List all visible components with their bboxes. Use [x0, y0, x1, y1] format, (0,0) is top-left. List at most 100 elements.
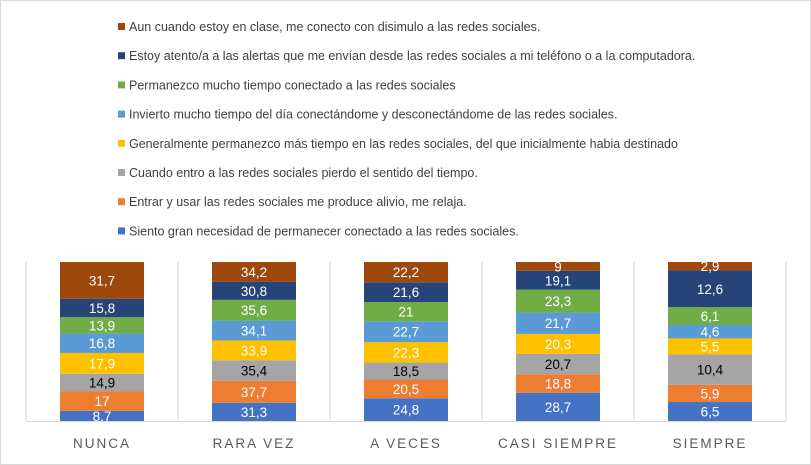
data-label: 35,4 — [241, 364, 268, 379]
data-label: 15,8 — [89, 301, 115, 316]
bar-segment — [516, 270, 600, 290]
legend-swatch — [118, 198, 125, 206]
bar-segment — [516, 353, 600, 375]
data-label: 31,3 — [241, 405, 267, 420]
bar-segment — [668, 262, 752, 271]
bar-segment — [364, 379, 448, 399]
gridlines — [25, 262, 787, 421]
legend-swatch — [118, 110, 125, 118]
data-label: 10,4 — [697, 363, 724, 378]
bar-segment — [60, 317, 144, 334]
data-label: 22,2 — [393, 265, 419, 280]
legend-label: Cuando entro a las redes sociales pierdo… — [129, 166, 478, 180]
legend-label: Generalmente permanezco más tiempo en la… — [129, 137, 678, 151]
x-tick-label: SIEMPRE — [673, 436, 748, 451]
bar-segment — [668, 270, 752, 308]
data-label: 14,9 — [89, 375, 115, 390]
data-label: 5,9 — [701, 386, 720, 401]
data-label: 21 — [398, 305, 413, 320]
legend: Aun cuando estoy en clase, me conecto co… — [118, 20, 695, 238]
legend-swatch — [118, 23, 125, 30]
data-label: 24,8 — [393, 403, 419, 418]
data-label: 13,9 — [89, 318, 115, 333]
legend-label: Permanezco mucho tiempo conectado a las … — [129, 78, 456, 92]
x-tick-label: CASI SIEMPRE — [498, 436, 618, 451]
legend-swatch — [118, 52, 125, 60]
legend-label: Aun cuando estoy en clase, me conecto co… — [129, 20, 540, 34]
bar-segment — [516, 262, 600, 271]
data-label: 20,7 — [545, 357, 571, 372]
legend-label: Invierto mucho tiempo del día conectándo… — [129, 108, 617, 122]
bar-segment — [364, 362, 448, 380]
bar-segment — [212, 380, 296, 403]
bar-segment — [364, 398, 448, 421]
bar-segment — [212, 262, 296, 282]
bar-segment — [60, 410, 144, 421]
data-label: 6,1 — [701, 309, 720, 324]
bar-segment — [60, 298, 144, 318]
bar-segment — [668, 307, 752, 326]
bar-segment — [364, 321, 448, 343]
x-tick-label: RARA VEZ — [213, 436, 296, 451]
x-tick-label: NUNCA — [73, 436, 131, 451]
x-tick-label: A VECES — [370, 436, 442, 451]
bar-segment — [60, 333, 144, 353]
data-label: 8,7 — [93, 409, 112, 424]
bar-segment — [212, 281, 296, 300]
bar-segment — [668, 384, 752, 403]
bar-segment — [668, 338, 752, 355]
data-label: 17 — [94, 394, 109, 409]
bar-segment — [212, 320, 296, 341]
data-label: 5,5 — [701, 339, 720, 354]
bar-segment — [364, 302, 448, 322]
data-label: 34,2 — [241, 265, 267, 280]
legend-swatch — [118, 227, 125, 235]
data-label: 20,5 — [393, 382, 419, 397]
bar-segment — [60, 262, 144, 299]
data-label: 22,3 — [393, 345, 419, 360]
data-label: 20,3 — [545, 337, 571, 352]
data-label: 33,9 — [241, 343, 267, 358]
data-label: 18,8 — [545, 377, 571, 392]
bar-segment — [60, 352, 144, 374]
bar-segment — [516, 312, 600, 334]
data-label: 30,8 — [241, 284, 267, 299]
data-label: 4,6 — [701, 325, 720, 340]
data-label: 31,7 — [89, 273, 115, 288]
bar-segment — [516, 333, 600, 354]
bar-segment — [516, 374, 600, 393]
bar-segment — [516, 289, 600, 313]
data-label: 17,9 — [89, 356, 115, 371]
data-label: 35,6 — [241, 303, 267, 318]
data-label: 9 — [554, 259, 562, 274]
legend-label: Estoy atento/a a las alertas que me enví… — [129, 49, 695, 63]
data-label: 21,7 — [545, 316, 571, 331]
data-label: 19,1 — [545, 273, 571, 288]
bar-segment — [212, 340, 296, 361]
data-label: 16,8 — [89, 336, 115, 351]
bar-segment — [364, 262, 448, 283]
data-label: 22,7 — [393, 325, 419, 340]
legend-label: Entrar y usar las redes sociales me prod… — [129, 195, 467, 209]
data-label: 34,1 — [241, 324, 267, 339]
data-label: 12,6 — [697, 282, 723, 297]
bar-segment — [668, 354, 752, 385]
bar-segment — [516, 392, 600, 421]
data-label: 37,7 — [241, 385, 267, 400]
bar-segment — [668, 402, 752, 421]
bar-segment — [212, 360, 296, 381]
bar-segment — [60, 391, 144, 411]
legend-swatch — [118, 81, 125, 89]
bar-segment — [364, 342, 448, 363]
data-label: 23,3 — [545, 294, 571, 309]
data-label: 21,6 — [393, 285, 419, 300]
bar-segment — [212, 402, 296, 421]
bar-segment — [212, 299, 296, 321]
data-label: 2,9 — [701, 259, 720, 274]
legend-swatch — [118, 139, 125, 147]
legend-label: Siento gran necesidad de permanecer cone… — [129, 224, 519, 238]
x-axis: NUNCA RARA VEZ A VECES CASI SIEMPRE SIEMPRE — [26, 421, 786, 451]
bar-segment — [60, 373, 144, 392]
